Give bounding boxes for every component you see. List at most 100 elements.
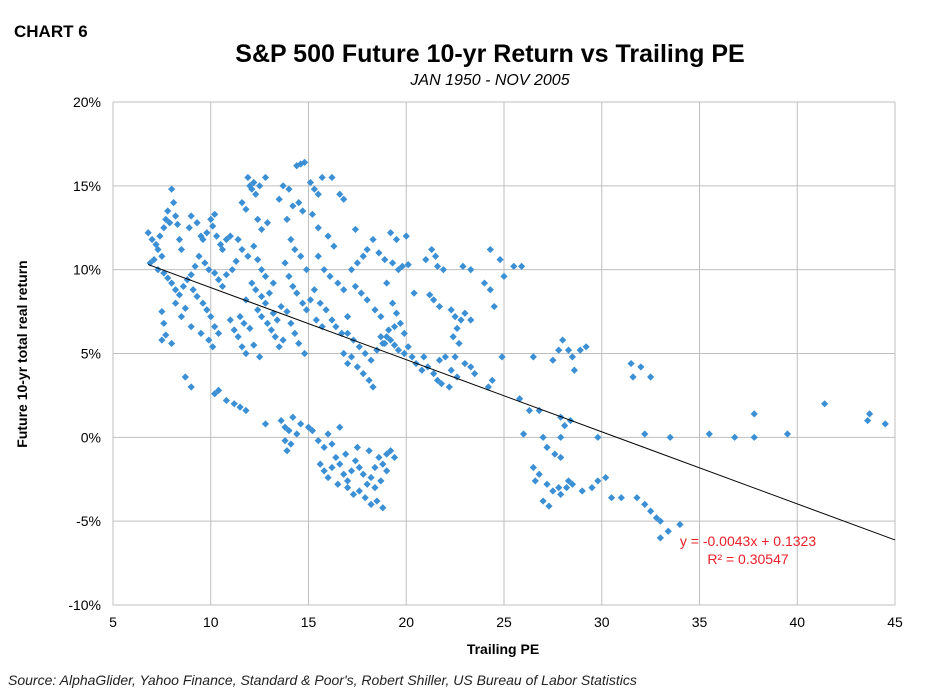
data-point xyxy=(160,224,168,232)
data-point xyxy=(344,313,352,321)
data-point xyxy=(230,400,238,408)
data-point xyxy=(383,279,391,287)
data-point xyxy=(281,437,289,445)
data-point xyxy=(269,279,277,287)
data-point xyxy=(205,266,213,274)
data-point xyxy=(404,343,412,351)
data-point xyxy=(431,252,440,260)
data-point xyxy=(486,286,494,294)
data-point xyxy=(607,494,616,502)
data-point xyxy=(306,178,315,187)
data-point xyxy=(214,329,223,337)
data-point xyxy=(355,463,363,472)
data-point xyxy=(377,477,385,485)
data-point xyxy=(211,210,219,218)
data-point xyxy=(164,274,172,282)
data-point xyxy=(199,235,207,244)
data-point xyxy=(557,413,565,421)
data-point xyxy=(344,359,352,368)
data-point xyxy=(320,443,328,451)
data-point xyxy=(289,413,297,421)
data-point xyxy=(191,262,199,270)
data-point xyxy=(316,460,324,468)
data-point xyxy=(488,376,496,384)
data-point xyxy=(750,410,758,418)
y-tick-label: -5% xyxy=(76,513,101,529)
data-point xyxy=(156,232,164,240)
data-point xyxy=(211,269,219,277)
data-point xyxy=(430,296,438,304)
data-point xyxy=(594,477,602,485)
data-point xyxy=(344,484,352,492)
data-point xyxy=(390,453,399,462)
data-point xyxy=(471,370,479,378)
data-point xyxy=(289,202,297,210)
data-point xyxy=(271,333,279,341)
data-point xyxy=(557,433,565,441)
data-point xyxy=(283,215,291,223)
data-point xyxy=(340,195,348,203)
data-point xyxy=(379,504,387,512)
data-point xyxy=(367,356,375,364)
data-point xyxy=(676,520,684,529)
data-point xyxy=(193,219,201,227)
data-point xyxy=(252,190,260,198)
data-point xyxy=(252,286,260,294)
data-point xyxy=(187,271,195,279)
data-point xyxy=(168,185,176,193)
data-point xyxy=(387,447,395,455)
data-point xyxy=(351,282,360,291)
data-point xyxy=(256,353,264,361)
data-point xyxy=(435,356,444,364)
data-point xyxy=(318,173,326,182)
data-point xyxy=(433,376,442,384)
data-point xyxy=(430,370,438,378)
data-point xyxy=(299,207,307,215)
data-point xyxy=(357,289,365,297)
data-point xyxy=(287,235,295,244)
data-point xyxy=(302,306,311,314)
y-tick-label: 0% xyxy=(81,429,101,445)
data-point xyxy=(328,173,336,182)
data-point xyxy=(279,336,287,344)
data-point xyxy=(387,336,395,344)
data-point xyxy=(656,517,664,525)
data-point xyxy=(367,473,375,482)
data-point xyxy=(439,266,447,274)
data-point xyxy=(187,323,195,331)
data-point xyxy=(594,433,602,441)
chart-number-label: CHART 6 xyxy=(14,22,88,41)
data-point xyxy=(388,259,397,267)
data-point xyxy=(428,245,436,254)
r-squared-label: R² = 0.30547 xyxy=(707,551,789,567)
data-point xyxy=(209,222,217,230)
data-point xyxy=(277,416,285,425)
data-point xyxy=(365,447,373,455)
data-point xyxy=(291,245,299,254)
data-point xyxy=(637,363,645,371)
data-point xyxy=(422,256,430,264)
y-tick-label: 5% xyxy=(81,346,101,362)
data-point xyxy=(277,302,285,311)
data-point xyxy=(353,259,361,267)
data-point xyxy=(369,235,377,244)
data-point xyxy=(451,313,459,321)
data-point xyxy=(344,329,352,337)
data-point xyxy=(381,339,389,348)
data-point xyxy=(287,319,295,327)
data-point xyxy=(383,450,391,458)
data-point xyxy=(199,299,207,307)
data-point xyxy=(383,467,391,475)
x-axis-title: Trailing PE xyxy=(467,641,539,657)
data-point xyxy=(363,296,371,304)
data-point xyxy=(447,366,455,374)
data-point xyxy=(519,430,528,438)
data-point xyxy=(207,313,215,321)
data-point xyxy=(441,353,449,361)
data-point xyxy=(316,299,324,307)
data-point xyxy=(467,316,475,324)
x-tick-label: 45 xyxy=(887,614,903,630)
data-point xyxy=(248,185,256,193)
data-point xyxy=(162,215,170,223)
data-point xyxy=(367,500,375,508)
